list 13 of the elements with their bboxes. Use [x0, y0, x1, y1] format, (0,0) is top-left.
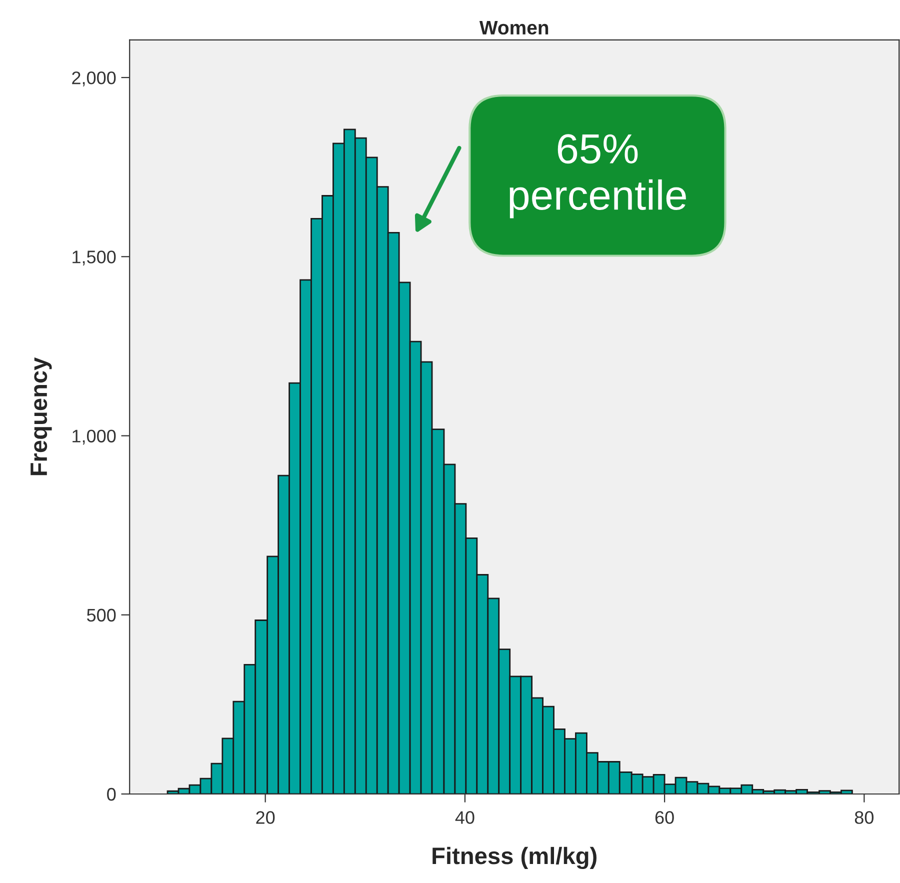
y-tick-label: 1,000 — [72, 430, 116, 445]
x-tick-label: 80 — [854, 811, 874, 824]
annotation: 65% percentile — [510, 134, 686, 218]
x-tick-label: 60 — [655, 811, 674, 824]
y-tick-label: 0 — [107, 788, 116, 801]
x-tick-label: 40 — [455, 811, 474, 824]
x-axis-title: Fitness (ml/kg) — [432, 846, 596, 870]
y-tick-label: 500 — [87, 608, 116, 622]
y-tick-label: 2,000 — [72, 71, 116, 86]
x-tick-label: 20 — [256, 811, 275, 824]
y-axis-title: Frequency — [30, 357, 52, 476]
y-tick-label: 1,500 — [72, 250, 116, 266]
chart-title: Women — [479, 20, 548, 35]
